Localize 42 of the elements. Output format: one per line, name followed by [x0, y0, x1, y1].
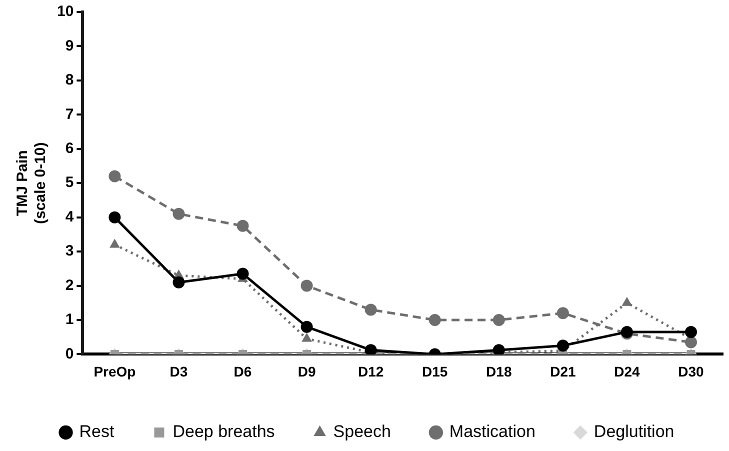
x-tick-label: D24	[614, 363, 640, 380]
y-tick-label: 3	[65, 242, 74, 260]
y-tick-label: 4	[65, 208, 74, 226]
point	[172, 208, 185, 220]
x-tick-label: D18	[486, 363, 512, 380]
x-tick-label: D6	[234, 363, 252, 380]
y-tick-label: 1	[65, 311, 74, 328]
legend-label: Mastication	[449, 422, 536, 442]
x-tick-label: D30	[678, 363, 704, 380]
point	[428, 314, 441, 326]
point	[492, 344, 505, 354]
x-tick-label: D12	[358, 363, 384, 380]
x-tick-label: D9	[298, 363, 316, 380]
x-tick-label: D3	[170, 363, 188, 380]
y-tick-label: 0	[65, 345, 74, 362]
point	[108, 170, 121, 182]
point	[172, 276, 185, 288]
y-tick-label: 6	[65, 140, 74, 158]
legend-label: Deep breaths	[172, 422, 275, 442]
point	[300, 280, 313, 292]
y-tick-label: 5	[65, 174, 74, 192]
point	[236, 220, 249, 232]
legend-label: Speech	[333, 422, 391, 442]
x-tick-label: D15	[422, 363, 448, 380]
point	[364, 344, 377, 354]
y-tick-label: 8	[65, 72, 74, 89]
y-tick-label: 2	[65, 276, 74, 294]
y-tick-label: 7	[65, 106, 74, 123]
x-tick-label: PreOp	[94, 363, 136, 380]
point	[492, 314, 505, 326]
point	[108, 211, 121, 224]
x-tick-label: D21	[550, 363, 576, 380]
legend-label: Deglutition	[594, 422, 674, 442]
y-tick-label: 9	[65, 37, 74, 54]
point	[622, 296, 632, 306]
legend-label: Rest	[79, 422, 114, 442]
point	[236, 268, 249, 280]
point	[302, 332, 312, 342]
y-axis-title: TMJ Pain (scale 0-10)	[14, 142, 50, 224]
point	[364, 304, 377, 316]
y-tick-label: 10	[56, 3, 74, 20]
point	[110, 238, 120, 248]
